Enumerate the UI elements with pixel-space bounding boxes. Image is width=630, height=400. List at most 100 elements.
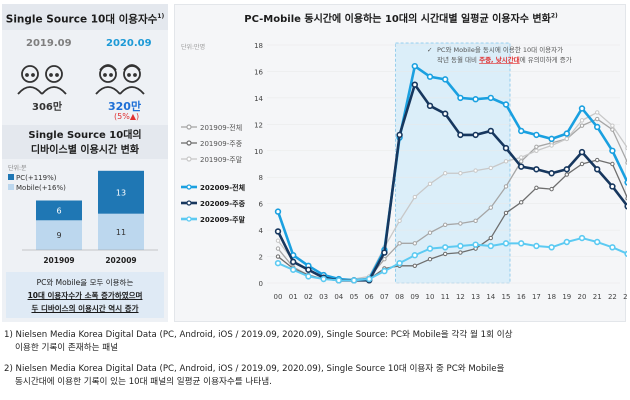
users-section: 2019.09 2020.09 306만 320만 (5%▲) — [2, 32, 168, 122]
year-2020: 2020.09 — [106, 38, 152, 49]
y-tick-label: 14 — [254, 95, 263, 103]
legend-text-3: 202009-전체 — [200, 183, 245, 192]
series-point — [534, 185, 539, 191]
series-point — [549, 186, 554, 192]
x-tick-label: 02 — [304, 293, 313, 301]
series-point — [548, 244, 555, 251]
series-point — [472, 241, 479, 248]
series-point — [458, 221, 463, 226]
series-point — [487, 94, 494, 102]
note-line3: 두 디바이스의 이용시간 역시 증가 — [31, 304, 139, 313]
series-point — [426, 102, 434, 110]
annotation-line2: 작년 동월 대비 주중, 낮시간대에 유의미하게 증가 — [437, 55, 572, 64]
footnote-1-line2: 이용한 기록이 존재하는 패널 — [15, 343, 119, 353]
count-2019: 306만 — [32, 102, 63, 113]
series-point — [519, 159, 524, 164]
series-point — [381, 267, 388, 275]
series-point — [625, 146, 627, 151]
x-tick-label: 18 — [547, 293, 556, 301]
x-tick-label: 01 — [289, 293, 298, 301]
line-chart-title-sup: 2) — [550, 12, 558, 20]
series-point — [625, 196, 627, 201]
legend-label-1: PC(+119%) — [16, 174, 57, 182]
series-point — [548, 170, 555, 177]
series-point — [488, 205, 493, 210]
legend-marker-0 — [186, 124, 192, 130]
series-point — [412, 194, 418, 200]
person-icon — [17, 65, 67, 95]
series-point — [563, 130, 570, 137]
y-tick-label: 6 — [259, 201, 264, 209]
legend-label-0: Mobile(+16%) — [16, 184, 66, 192]
series-point — [381, 249, 388, 256]
series-point — [564, 136, 569, 142]
series-point — [397, 241, 402, 246]
line-chart-title: PC-Mobile 동시간에 이용하는 10대의 시간대별 일평균 이용자수 변… — [175, 10, 627, 25]
footnote-1: 1) Nielsen Media Korea Digital Data (PC,… — [4, 329, 513, 355]
change-badge: (5%▲) — [114, 112, 140, 121]
x-tick-label: 10 — [426, 293, 435, 301]
series-point — [579, 123, 585, 128]
series-point — [578, 234, 586, 242]
device-title-line2: 디바이스별 이용시간 변화 — [30, 145, 140, 156]
series-point — [548, 135, 555, 143]
series-point — [366, 275, 373, 283]
y-tick-label: 2 — [259, 254, 263, 262]
series-point — [473, 218, 478, 224]
series-point — [610, 123, 615, 128]
series-point — [473, 168, 478, 173]
series-point — [335, 277, 343, 284]
year-2019: 2019.09 — [26, 38, 72, 49]
legend-text-5: 202009-주말 — [200, 215, 246, 224]
x-tick-label: 09 — [410, 293, 419, 301]
series-point — [609, 147, 616, 154]
series-point — [624, 250, 627, 258]
series-point — [411, 252, 419, 259]
series-point — [458, 250, 463, 255]
series-point — [578, 105, 586, 112]
series-point — [519, 200, 524, 205]
person-icon-2020 — [95, 64, 145, 95]
x-tick-label: 14 — [486, 293, 495, 301]
series-point — [518, 163, 525, 170]
right-panel: PC-Mobile 동시간에 이용하는 10대의 시간대별 일평균 이용자수 변… — [174, 4, 627, 322]
x-tick-label: 03 — [319, 293, 328, 301]
y-tick-label: 4 — [259, 227, 264, 235]
series-point — [624, 203, 627, 210]
people-icons — [17, 64, 145, 95]
footnote-2: 2) Nielsen Media Korea Digital Data (PC,… — [4, 363, 504, 389]
legend-marker-4 — [186, 200, 192, 206]
x-tick-label: 11 — [441, 293, 450, 301]
x-tick-label: 17 — [532, 293, 541, 301]
series-point — [443, 171, 448, 176]
bar-category-label: 202009 — [105, 256, 136, 265]
series-point — [442, 244, 449, 251]
bar-segment — [36, 220, 82, 250]
left-panel: Single Source 10대 이용자수1) 2019.09 2020.09… — [2, 4, 168, 322]
series-point — [382, 257, 387, 262]
series-point — [487, 127, 494, 135]
bar-category-label: 201909 — [43, 256, 74, 265]
series-point — [533, 131, 540, 139]
bar-value-label: 11 — [116, 228, 126, 237]
legend-text-0: 201909-전체 — [200, 123, 242, 132]
series-point — [274, 259, 282, 267]
series-point — [502, 240, 510, 247]
series-point — [442, 76, 449, 83]
series-point — [458, 171, 463, 176]
line-chart-title-text: PC-Mobile 동시간에 이용하는 10대의 시간대별 일평균 이용자수 변… — [244, 14, 551, 25]
series-point — [396, 131, 403, 139]
series-point — [275, 238, 281, 243]
annotation-line1: PC와 Mobile을 동시에 이용한 10대 이용자가 — [437, 45, 563, 54]
x-tick-label: 21 — [593, 293, 602, 301]
series-point — [457, 242, 464, 250]
footnote-2-line2: 동시간대에 이용한 기록이 있는 10대 패널의 일평균 이용자수를 나타냄. — [15, 377, 272, 387]
series-point — [275, 246, 281, 251]
x-tick-label: 00 — [274, 293, 283, 301]
bar-segment — [98, 170, 144, 214]
x-tick-label: 16 — [517, 293, 526, 301]
x-tick-label: 07 — [380, 293, 389, 301]
x-tick-label: 04 — [334, 293, 343, 301]
series-point — [625, 160, 627, 165]
